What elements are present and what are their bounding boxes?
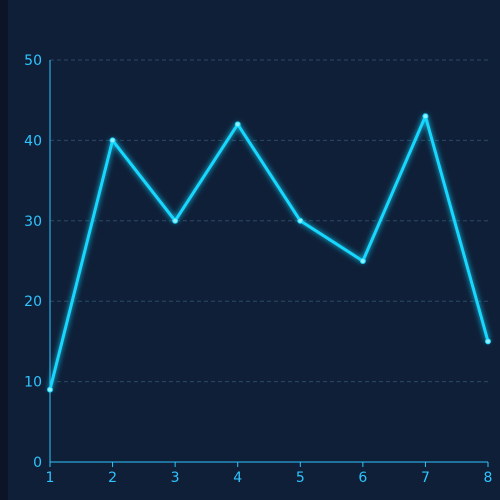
x-tick-label-2: 2 <box>108 470 117 486</box>
data-point-2 <box>109 137 116 144</box>
x-tick-label-1: 1 <box>46 470 55 486</box>
axes <box>49 60 489 467</box>
data-point-3 <box>172 217 179 224</box>
data-point-5 <box>297 217 304 224</box>
x-tick-label-4: 4 <box>233 470 242 486</box>
y-tick-label-20: 20 <box>24 294 42 310</box>
x-tick-label-6: 6 <box>358 470 367 486</box>
data-point-1 <box>47 386 53 393</box>
gridlines <box>50 59 488 383</box>
data-point-4 <box>234 121 241 128</box>
y-tick-label-40: 40 <box>24 133 42 149</box>
tick-labels: 0 10 20 30 40 50 1 2 3 4 5 6 7 8 <box>24 53 492 486</box>
y-tick-label-0: 0 <box>33 455 42 471</box>
series <box>47 113 491 393</box>
series-line-0 <box>48 114 490 391</box>
data-point-6 <box>359 258 366 264</box>
x-tick-label-5: 5 <box>296 470 305 486</box>
data-point-8 <box>485 338 491 345</box>
y-tick-label-30: 30 <box>24 214 42 230</box>
left-edge-strip <box>0 0 8 500</box>
x-tick-label-7: 7 <box>421 470 430 486</box>
data-point-7 <box>422 113 429 120</box>
y-tick-label-50: 50 <box>24 53 42 69</box>
x-tick-label-8: 8 <box>484 470 493 486</box>
y-tick-label-10: 10 <box>24 375 42 391</box>
x-tick-label-3: 3 <box>171 470 180 486</box>
